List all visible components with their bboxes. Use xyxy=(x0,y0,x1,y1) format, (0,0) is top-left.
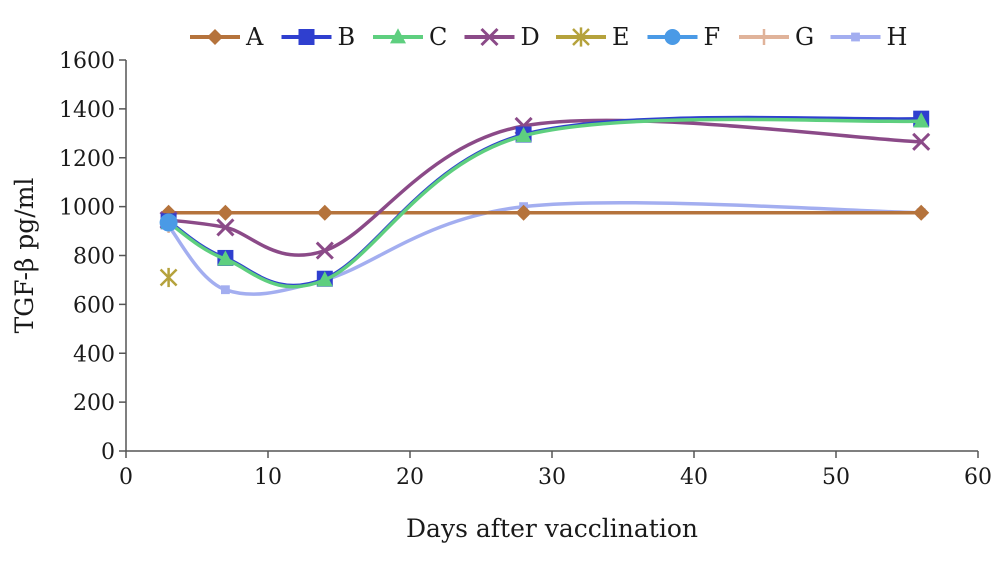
y-tick-label: 1000 xyxy=(59,196,115,221)
legend-swatch-marker xyxy=(756,29,772,45)
legend-swatch-marker xyxy=(207,29,223,45)
y-tick-label: 1600 xyxy=(59,49,115,74)
series-b-line xyxy=(166,115,923,288)
legend-label-f: F xyxy=(704,23,721,51)
legend-label-c: C xyxy=(429,23,447,51)
legend-swatch-marker xyxy=(572,27,590,47)
legend-swatch-marker xyxy=(390,28,406,44)
x-tick-label: 20 xyxy=(396,465,424,490)
series-f xyxy=(159,213,178,232)
axes: 0 200 400 600 800 1000 1200 1400 1600 0 10 20 30 40 50… xyxy=(59,49,992,490)
legend-item-b: B xyxy=(281,23,356,51)
legend-label-a: A xyxy=(245,23,264,51)
y-tick-label: 400 xyxy=(73,342,115,367)
x-tick-label: 60 xyxy=(964,465,992,490)
x-tick-label: 10 xyxy=(254,465,282,490)
series-e-point xyxy=(159,267,178,288)
legend-item-a: A xyxy=(190,23,264,51)
y-tick-label: 1400 xyxy=(59,98,115,123)
series-a xyxy=(160,204,930,221)
x-tick-label: 40 xyxy=(680,465,708,490)
series-e xyxy=(159,267,178,288)
y-tick-label: 200 xyxy=(73,391,115,416)
legend-swatch-marker xyxy=(664,29,681,45)
y-tick-label: 1200 xyxy=(59,147,115,172)
series-group xyxy=(159,110,931,296)
legend-label-e: E xyxy=(612,23,630,51)
series-h-line xyxy=(166,200,923,296)
series-c-point xyxy=(217,250,234,266)
series-a-point xyxy=(217,204,234,221)
legend-label-d: D xyxy=(521,23,540,51)
x-tick-label: 30 xyxy=(538,465,566,490)
legend-item-c: C xyxy=(373,23,447,51)
legend-swatch-marker xyxy=(851,32,860,42)
series-c-point xyxy=(515,126,532,143)
legend: A B C D E F G H xyxy=(190,23,907,51)
legend-item-g: G xyxy=(739,23,814,51)
y-tick-label: 0 xyxy=(101,440,115,465)
series-c xyxy=(160,112,930,289)
y-tick-label: 800 xyxy=(73,245,115,270)
x-tick-label: 0 xyxy=(119,465,133,490)
series-b xyxy=(160,110,930,288)
x-tick-label: 50 xyxy=(822,465,850,490)
legend-label-b: B xyxy=(338,23,356,51)
y-tick-label: 600 xyxy=(73,293,115,318)
series-d-line xyxy=(166,118,923,257)
series-a-point xyxy=(913,204,930,221)
marker-stroke xyxy=(315,241,334,260)
legend-item-d: D xyxy=(464,23,540,51)
series-c-point xyxy=(913,112,930,128)
legend-item-e: E xyxy=(556,23,630,51)
x-axis-title: Days after vacclination xyxy=(406,514,698,543)
series-c-point xyxy=(316,271,333,287)
legend-item-h: H xyxy=(830,23,908,51)
marker-stroke xyxy=(480,27,499,47)
marker-stroke xyxy=(216,218,235,237)
legend-item-f: F xyxy=(647,23,721,51)
legend-swatch-marker xyxy=(480,27,499,47)
series-f-point xyxy=(159,213,178,232)
series-a-point xyxy=(515,204,532,221)
legend-label-h: H xyxy=(887,23,908,51)
series-d xyxy=(159,116,931,260)
series-d-point xyxy=(216,218,235,237)
series-h-point xyxy=(221,285,230,295)
series-h xyxy=(164,200,926,296)
series-d-point xyxy=(315,241,334,260)
y-axis-title: TGF-β pg/ml xyxy=(10,178,39,334)
legend-swatch-marker xyxy=(298,29,315,45)
series-a-point xyxy=(316,204,333,221)
series-d-point xyxy=(912,132,931,151)
marker-stroke xyxy=(912,132,931,151)
legend-label-g: G xyxy=(795,23,814,51)
